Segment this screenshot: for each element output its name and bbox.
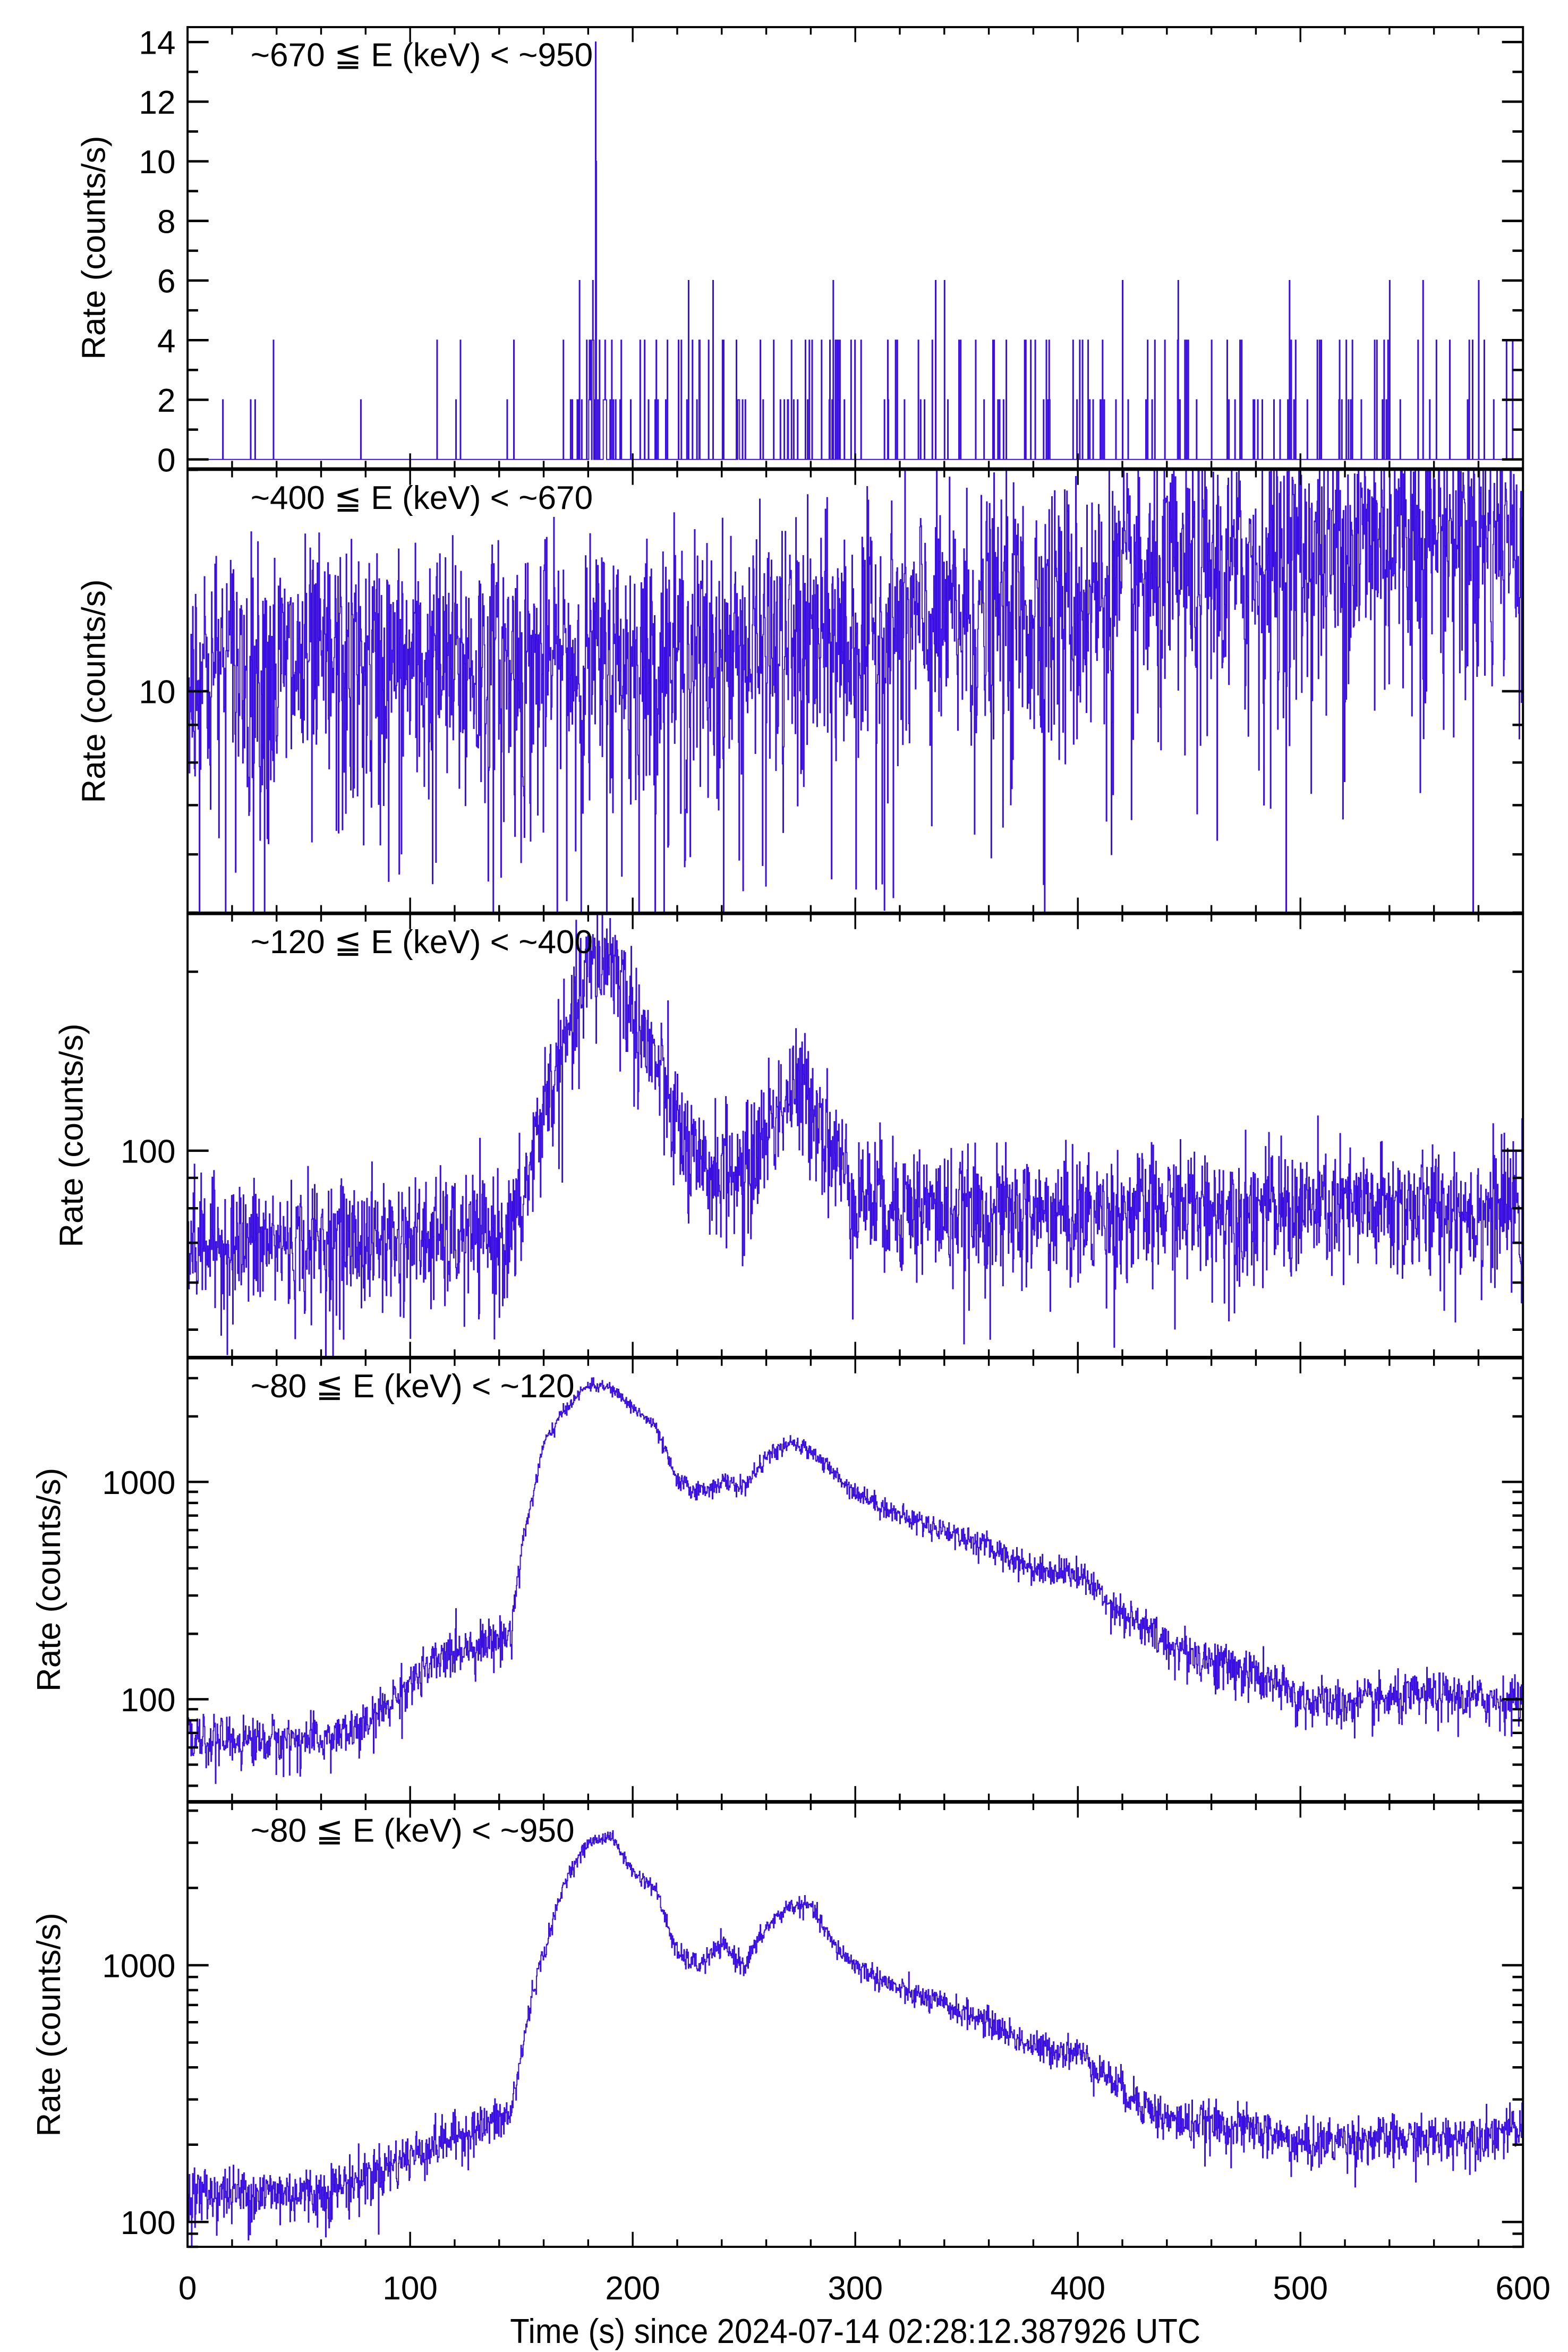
x-tick-label: 100 (382, 2270, 438, 2307)
y-tick-label: 0 (157, 442, 176, 479)
panel-2: 10 Rate (counts/s) ~400 ≦ E (keV) < ~670 (76, 469, 1524, 914)
x-tick-label: 200 (605, 2270, 660, 2307)
y-tick-label: 100 (121, 1133, 176, 1170)
series-line-panel-5 (188, 1830, 1523, 2247)
series-line-panel-2 (188, 470, 1523, 913)
energy-band-label: ~400 ≦ E (keV) < ~670 (251, 480, 593, 516)
energy-band-label: ~80 ≦ E (keV) < ~950 (251, 1812, 575, 1849)
series-line-panel-4 (188, 1377, 1523, 1784)
y-tick-label: 8 (157, 203, 176, 240)
energy-band-label: ~120 ≦ E (keV) < ~400 (251, 924, 593, 961)
x-tick-label: 500 (1273, 2270, 1328, 2307)
panel-1: 0 2 4 6 8 10 12 14 Rate (counts/s) ~670 ≦ E (keV)… (76, 25, 1524, 479)
series-line-panel-1 (188, 41, 1523, 460)
y-tick-label: 14 (139, 25, 175, 62)
x-tick-label: 300 (828, 2270, 883, 2307)
y-tick-label: 12 (139, 84, 175, 121)
y-axis-title: Rate (counts/s) (76, 579, 113, 803)
series-line-panel-3 (188, 914, 1523, 1357)
x-tick-label: 600 (1495, 2270, 1550, 2307)
y-tick-label: 1000 (102, 1948, 175, 1985)
y-tick-label: 6 (157, 264, 176, 300)
energy-band-label: ~670 ≦ E (keV) < ~950 (251, 37, 593, 74)
y-tick-label: 1000 (102, 1465, 175, 1501)
energy-band-label: ~80 ≦ E (keV) < ~120 (251, 1368, 575, 1405)
y-axis-title: Rate (counts/s) (53, 1024, 90, 1247)
y-axis-title: Rate (counts/s) (76, 136, 113, 360)
panel-frame (186, 1357, 1524, 1803)
y-axis-title: Rate (counts/s) (31, 1468, 67, 1692)
y-tick-label: 2 (157, 383, 176, 419)
panel-4: 100 1000 Rate (counts/s) ~80 ≦ E (keV) < ~1… (31, 1357, 1524, 1803)
y-tick-label: 100 (121, 1682, 176, 1719)
panel-frame (186, 1801, 1524, 2248)
panel-3: 100 Rate (counts/s) ~120 ≦ E (keV) < ~400 (53, 913, 1524, 1358)
y-tick-label: 10 (139, 674, 175, 711)
panel-5: 100 1000 Rate (counts/s) ~80 ≦ E (keV) < ~9… (31, 1801, 1524, 2248)
y-axis-title: Rate (counts/s) (31, 1913, 67, 2136)
y-tick-label: 100 (121, 2205, 176, 2241)
x-axis-title: Time (s) since 2024-07-14 02:28:12.38792… (510, 2312, 1200, 2351)
y-tick-label: 10 (139, 144, 175, 181)
x-tick-label: 0 (178, 2270, 197, 2307)
y-tick-label: 4 (157, 323, 176, 360)
x-tick-label: 400 (1050, 2270, 1105, 2307)
panel-frame (186, 913, 1524, 1358)
